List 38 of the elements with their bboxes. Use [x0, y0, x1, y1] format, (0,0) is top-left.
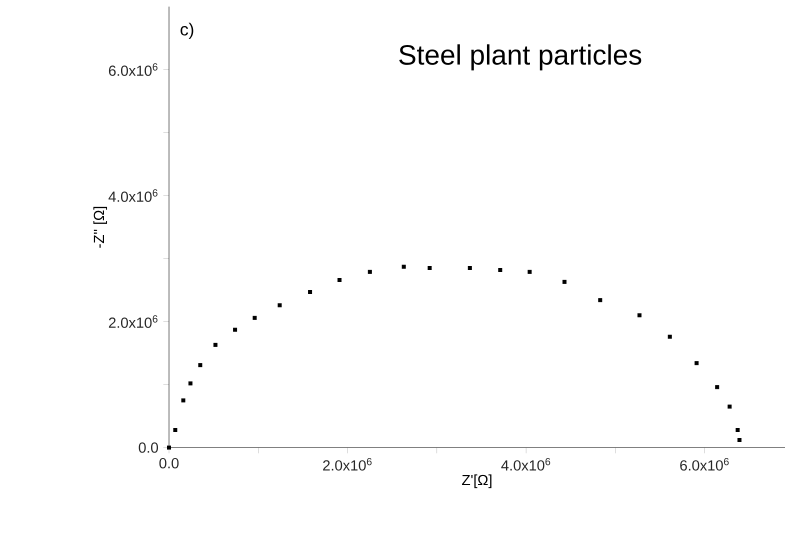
point: [188, 381, 192, 386]
point: [528, 270, 532, 274]
point: [252, 316, 257, 320]
x-tick-label: 2.0x10$^{6}$: [323, 458, 372, 471]
point: [468, 266, 472, 270]
x-axis-title: Z'[Ω]: [462, 474, 492, 488]
x-tick-label: 6.0x10$^{6}$: [680, 458, 729, 471]
point: [402, 264, 406, 269]
point: [181, 398, 186, 402]
point: [233, 328, 238, 332]
x-tick-label: 0.0: [159, 458, 179, 468]
point: [173, 428, 178, 432]
point: [278, 303, 282, 308]
point: [428, 266, 432, 270]
point: [715, 385, 720, 390]
point: [368, 270, 372, 274]
point: [668, 334, 672, 339]
point: [213, 342, 218, 347]
y-tick-label: 0.0: [138, 442, 158, 453]
y-tick-label: 4.0x10$^{6}$: [108, 189, 158, 202]
point: [338, 278, 342, 282]
point: [498, 268, 502, 272]
y-tick-label: 2.0x10$^{6}$: [108, 315, 158, 328]
point: [736, 428, 740, 432]
point: [562, 280, 566, 284]
point: [598, 298, 602, 302]
y-tick-label: 6.0x10$^{6}$: [108, 63, 158, 76]
point: [308, 290, 312, 294]
text: Steel plant particles: [399, 44, 642, 70]
point: [198, 363, 202, 368]
point: [167, 446, 172, 450]
point: [637, 313, 642, 318]
point: [737, 438, 742, 442]
annotation: c): [180, 22, 194, 39]
x-tick-label: 4.0x10$^{6}$: [501, 458, 550, 471]
y-axis-title: -Z'' [Ω]: [93, 206, 108, 248]
point: [694, 361, 699, 366]
point: [728, 404, 732, 409]
